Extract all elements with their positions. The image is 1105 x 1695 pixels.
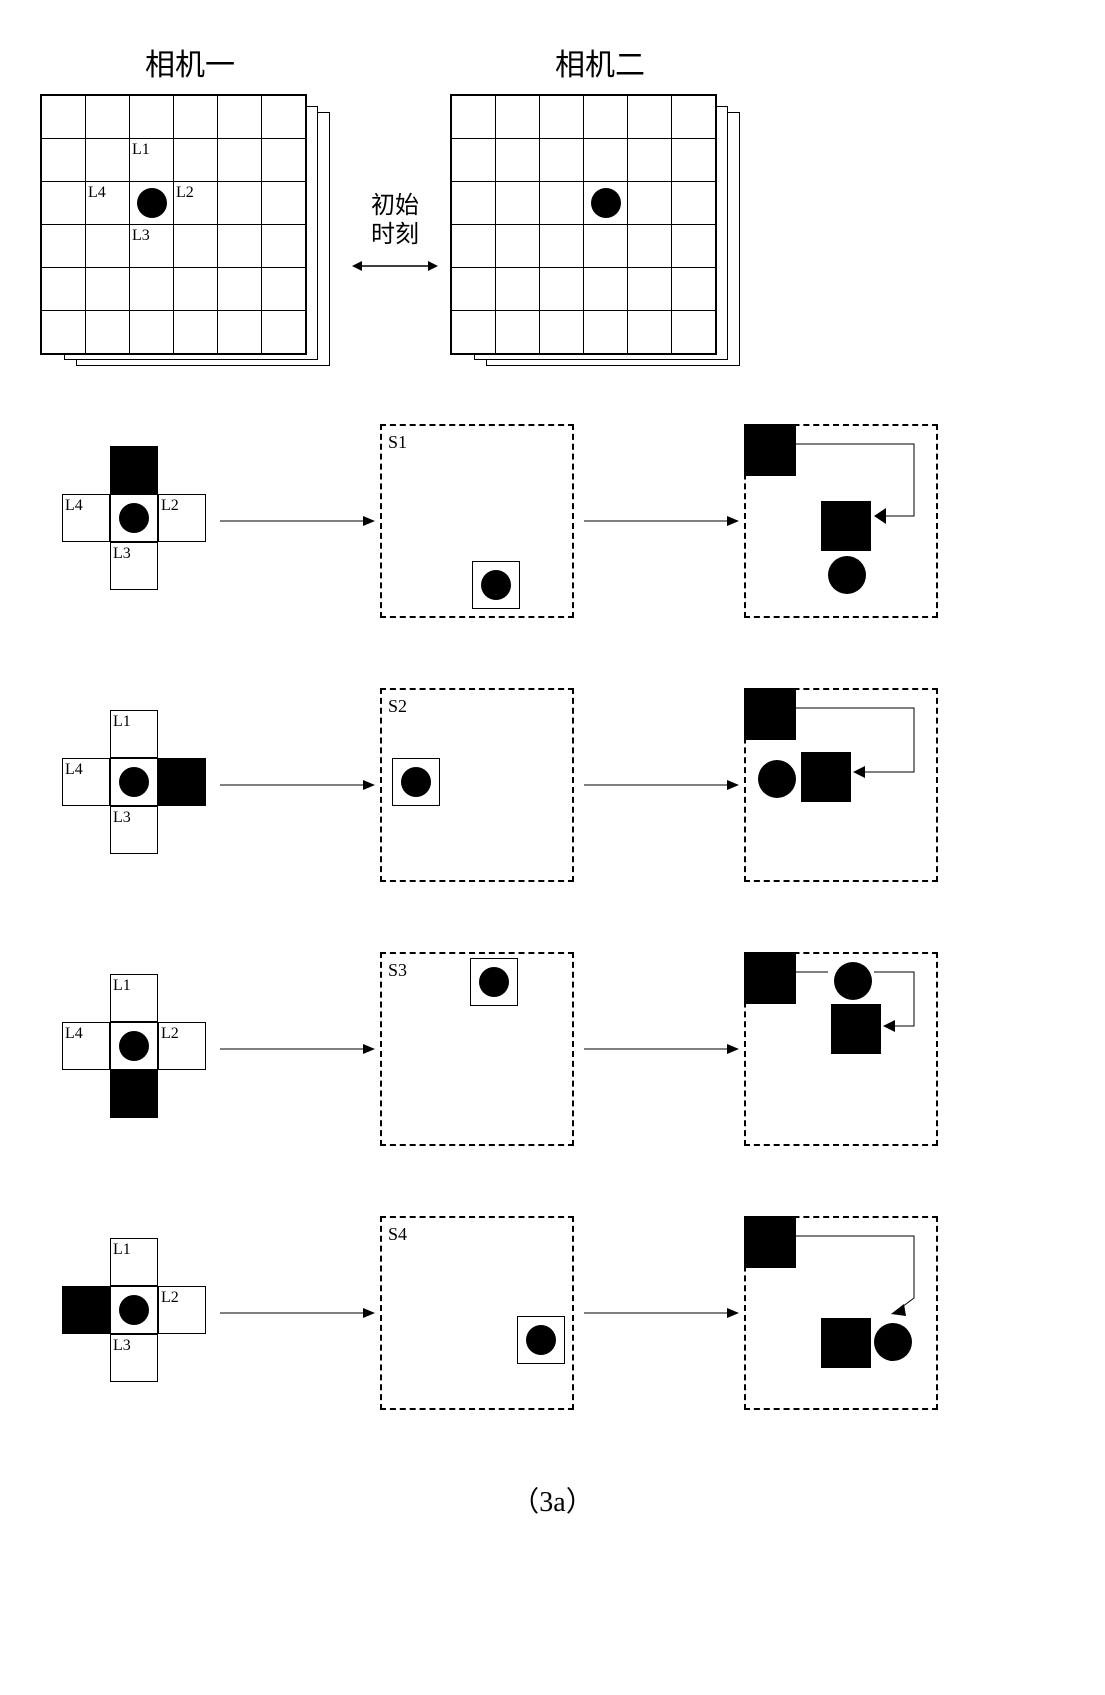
double-arrow-icon bbox=[350, 256, 440, 276]
cell-L1: L1 bbox=[110, 710, 158, 758]
cell-L2: L2 bbox=[158, 494, 206, 542]
camera1-grid: L1 L4 L2 L3 bbox=[40, 94, 307, 355]
cell-black-left bbox=[62, 1286, 110, 1334]
result-4 bbox=[744, 1216, 938, 1410]
target-sq bbox=[821, 1318, 871, 1368]
cell-L4: L4 bbox=[62, 494, 110, 542]
cell-black-right bbox=[158, 758, 206, 806]
cell-L4: L4 bbox=[62, 1022, 110, 1070]
cell-L1: L1 bbox=[110, 1238, 158, 1286]
cell-L3: L3 bbox=[110, 806, 158, 854]
search-4: S4 bbox=[380, 1216, 574, 1410]
center-line2: 时刻 bbox=[340, 221, 450, 250]
arrow-4b bbox=[574, 1303, 744, 1323]
arrow-2b bbox=[574, 775, 744, 795]
cross-1: L4 L2 L3 bbox=[60, 446, 210, 596]
cell-center bbox=[110, 494, 158, 542]
result-2 bbox=[744, 688, 938, 882]
search-1: S1 bbox=[380, 424, 574, 618]
target-sq bbox=[831, 1004, 881, 1054]
figure-caption: （3a） bbox=[40, 1480, 1065, 1520]
cell-center bbox=[110, 1022, 158, 1070]
search-dot-box bbox=[470, 958, 518, 1006]
result-3 bbox=[744, 952, 938, 1146]
arrow-2a bbox=[210, 775, 380, 795]
arrow-3a bbox=[210, 1039, 380, 1059]
top-section: L1 L4 L2 L3 初始 时刻 bbox=[40, 94, 1065, 374]
camera1-label: 相机一 bbox=[40, 40, 340, 84]
path-4 bbox=[746, 1218, 936, 1408]
cell-L2: L2 bbox=[158, 1022, 206, 1070]
cell-center bbox=[110, 1286, 158, 1334]
header-row: 相机一 相机二 bbox=[40, 40, 1065, 84]
cell-L3: L3 bbox=[110, 1334, 158, 1382]
row-3: L1 L4 L2 S3 bbox=[40, 952, 1065, 1146]
search-2: S2 bbox=[380, 688, 574, 882]
cell-L1: L1 bbox=[110, 974, 158, 1022]
center-label: 初始 时刻 bbox=[340, 192, 450, 276]
result-1 bbox=[744, 424, 938, 618]
cell-black-top bbox=[110, 446, 158, 494]
cross-3: L1 L4 L2 bbox=[60, 974, 210, 1124]
arrow-3b bbox=[574, 1039, 744, 1059]
row-1: L4 L2 L3 S1 bbox=[40, 424, 1065, 618]
cell-black-bottom bbox=[110, 1070, 158, 1118]
cell-L2: L2 bbox=[158, 1286, 206, 1334]
target-sq bbox=[821, 501, 871, 551]
row-2: L1 L4 L3 S2 bbox=[40, 688, 1065, 882]
arrow-4a bbox=[210, 1303, 380, 1323]
s3-label: S3 bbox=[388, 960, 407, 981]
cross-2: L1 L4 L3 bbox=[60, 710, 210, 860]
search-dot-box bbox=[517, 1316, 565, 1364]
cell-L1: L1 bbox=[130, 139, 174, 182]
search-3: S3 bbox=[380, 952, 574, 1146]
target-sq bbox=[801, 752, 851, 802]
cross-4: L1 L2 L3 bbox=[60, 1238, 210, 1388]
camera2-grid bbox=[450, 94, 717, 355]
result-dot bbox=[758, 760, 796, 798]
s4-label: S4 bbox=[388, 1224, 407, 1245]
s1-label: S1 bbox=[388, 432, 407, 453]
cell-L3: L3 bbox=[130, 225, 174, 268]
cell-L4: L4 bbox=[86, 182, 130, 225]
cell-center bbox=[110, 758, 158, 806]
arrow-1b bbox=[574, 511, 744, 531]
camera2-grid-stack bbox=[450, 94, 750, 374]
row-4: L1 L2 L3 S4 bbox=[40, 1216, 1065, 1410]
arrow-1a bbox=[210, 511, 380, 531]
s2-label: S2 bbox=[388, 696, 407, 717]
camera2-label: 相机二 bbox=[450, 40, 750, 84]
search-dot-box bbox=[472, 561, 520, 609]
search-dot-box bbox=[392, 758, 440, 806]
cell-L3: L3 bbox=[110, 542, 158, 590]
cell-L2: L2 bbox=[174, 182, 218, 225]
result-dot bbox=[828, 556, 866, 594]
center-line1: 初始 bbox=[340, 192, 450, 221]
grid2-dot bbox=[591, 188, 621, 218]
grid1-dot bbox=[137, 188, 167, 218]
result-dot bbox=[874, 1323, 912, 1361]
camera1-grid-stack: L1 L4 L2 L3 bbox=[40, 94, 340, 374]
cell-L4: L4 bbox=[62, 758, 110, 806]
